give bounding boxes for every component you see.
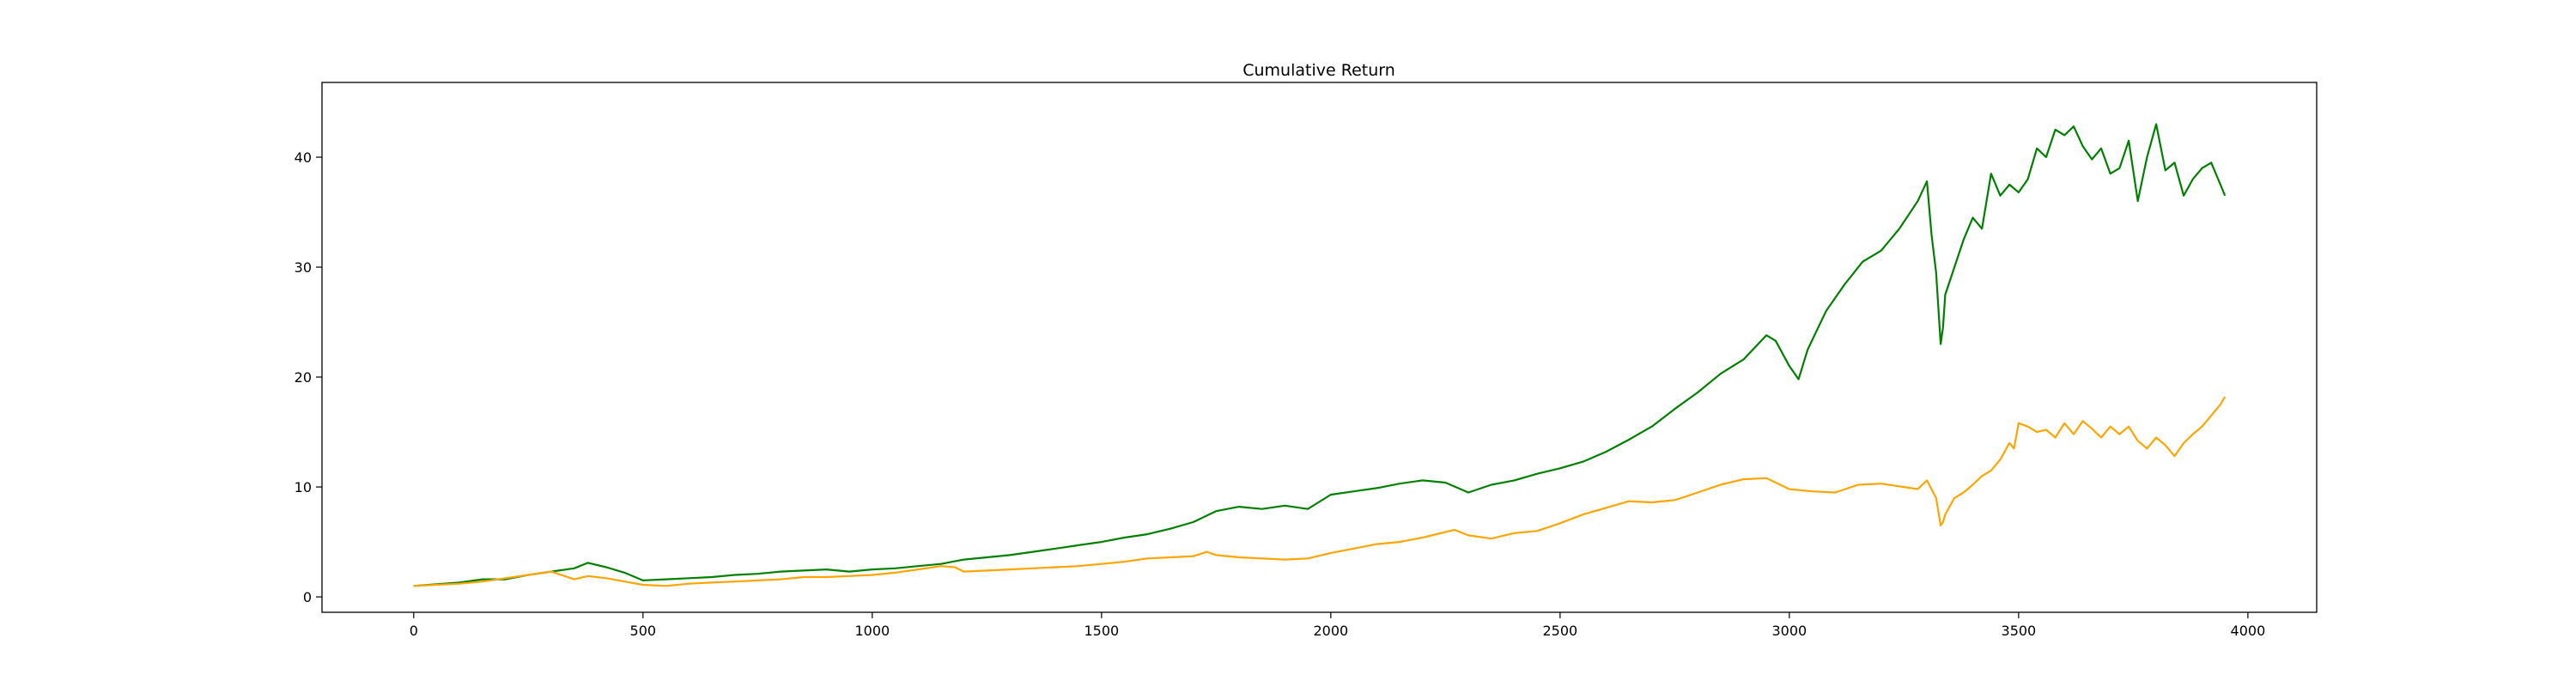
y-tick-label: 10 (295, 479, 312, 495)
x-tick-label: 4000 (2231, 623, 2266, 639)
series-layer (413, 123, 2227, 587)
x-tick-label: 500 (630, 623, 657, 639)
x-tick-label: 2500 (1543, 623, 1578, 639)
y-tick-label: 30 (295, 259, 312, 276)
y-tick-label: 40 (295, 149, 312, 166)
y-tick-label: 20 (295, 369, 312, 386)
series-line-1 (413, 123, 2227, 587)
series-line-2 (413, 396, 2227, 587)
y-axis: 0 10 20 30 40 (295, 149, 322, 605)
y-tick-label: 0 (303, 589, 312, 605)
x-axis: 0 500 1000 1500 2000 2500 3000 3500 4000 (410, 612, 2266, 639)
x-tick-label: 2000 (1313, 623, 1348, 639)
x-tick-label: 3000 (1772, 623, 1807, 639)
plot-area-frame (321, 82, 2318, 613)
x-tick-label: 1500 (1084, 623, 1119, 639)
x-tick-label: 1000 (854, 623, 890, 639)
chart-title: Cumulative Return (1242, 61, 1395, 80)
x-tick-label: 3500 (2002, 623, 2037, 639)
x-tick-label: 0 (410, 623, 418, 639)
